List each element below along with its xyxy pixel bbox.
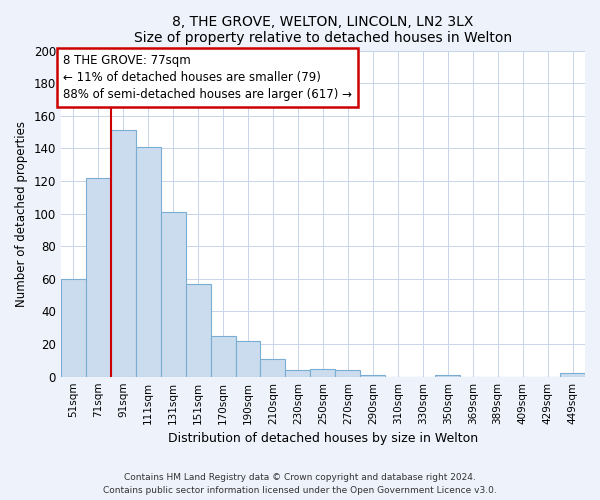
Bar — [211, 336, 236, 376]
Bar — [260, 358, 286, 376]
Text: 8 THE GROVE: 77sqm
← 11% of detached houses are smaller (79)
88% of semi-detache: 8 THE GROVE: 77sqm ← 11% of detached hou… — [63, 54, 352, 101]
Bar — [435, 375, 460, 376]
Text: Contains HM Land Registry data © Crown copyright and database right 2024.
Contai: Contains HM Land Registry data © Crown c… — [103, 473, 497, 495]
Bar — [286, 370, 310, 376]
Bar — [136, 146, 161, 376]
Bar — [161, 212, 185, 376]
Bar — [111, 130, 136, 376]
Bar — [236, 341, 260, 376]
Bar — [335, 370, 361, 376]
Bar — [310, 368, 335, 376]
Bar — [185, 284, 211, 376]
Y-axis label: Number of detached properties: Number of detached properties — [15, 120, 28, 306]
Bar — [61, 279, 86, 376]
Bar — [86, 178, 111, 376]
Bar — [560, 374, 585, 376]
X-axis label: Distribution of detached houses by size in Welton: Distribution of detached houses by size … — [168, 432, 478, 445]
Title: 8, THE GROVE, WELTON, LINCOLN, LN2 3LX
Size of property relative to detached hou: 8, THE GROVE, WELTON, LINCOLN, LN2 3LX S… — [134, 15, 512, 45]
Bar — [361, 375, 385, 376]
